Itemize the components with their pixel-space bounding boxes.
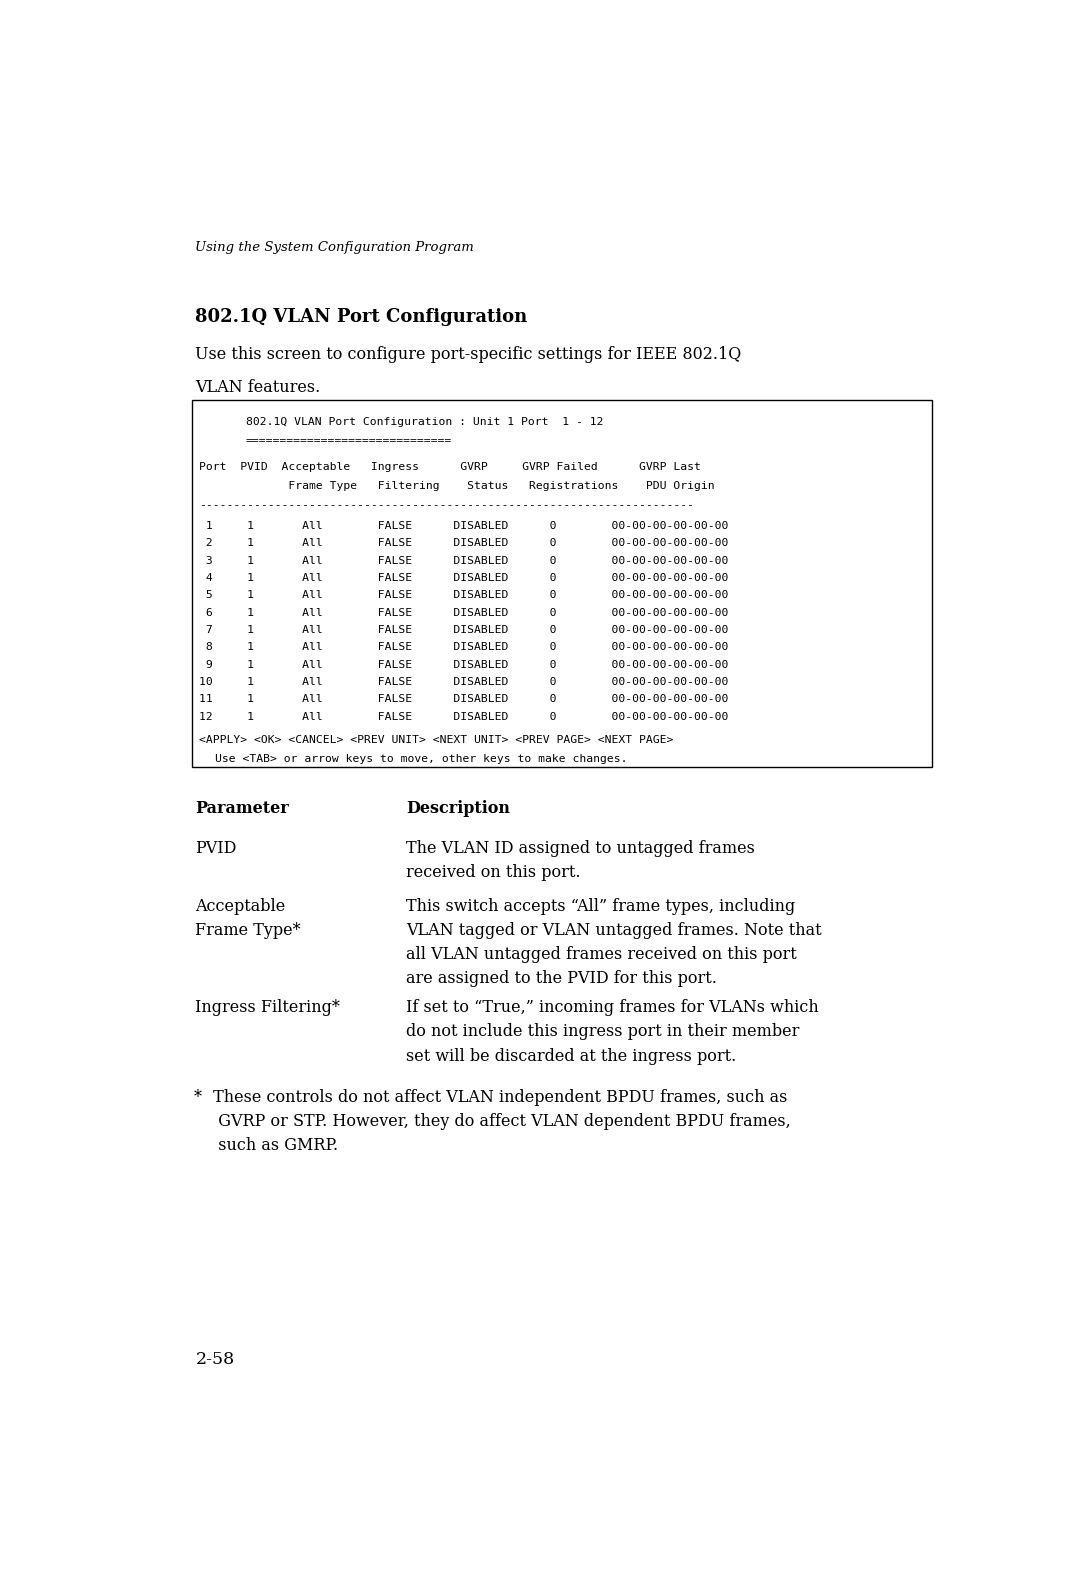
Text: 9     1       All        FALSE      DISABLED      0        00-00-00-00-00-00: 9 1 All FALSE DISABLED 0 00-00-00-00-00-…: [200, 659, 729, 670]
Text: 802.1Q VLAN Port Configuration : Unit 1 Port  1 - 12: 802.1Q VLAN Port Configuration : Unit 1 …: [246, 418, 604, 427]
Text: 1     1       All        FALSE      DISABLED      0        00-00-00-00-00-00: 1 1 All FALSE DISABLED 0 00-00-00-00-00-…: [200, 521, 729, 531]
Text: 6     1       All        FALSE      DISABLED      0        00-00-00-00-00-00: 6 1 All FALSE DISABLED 0 00-00-00-00-00-…: [200, 608, 729, 617]
Text: 5     1       All        FALSE      DISABLED      0        00-00-00-00-00-00: 5 1 All FALSE DISABLED 0 00-00-00-00-00-…: [200, 590, 729, 600]
Text: 2-58: 2-58: [195, 1352, 234, 1367]
Text: Frame Type   Filtering    Status   Registrations    PDU Origin: Frame Type Filtering Status Registration…: [200, 482, 715, 491]
Text: Description: Description: [406, 799, 510, 816]
Text: 802.1Q VLAN Port Configuration: 802.1Q VLAN Port Configuration: [195, 308, 528, 325]
FancyBboxPatch shape: [191, 400, 932, 768]
Text: Parameter: Parameter: [195, 799, 289, 816]
Text: 8     1       All        FALSE      DISABLED      0        00-00-00-00-00-00: 8 1 All FALSE DISABLED 0 00-00-00-00-00-…: [200, 642, 729, 653]
Text: 11     1       All        FALSE      DISABLED      0        00-00-00-00-00-00: 11 1 All FALSE DISABLED 0 00-00-00-00-00…: [200, 694, 729, 705]
Text: Using the System Configuration Program: Using the System Configuration Program: [195, 240, 474, 254]
Text: This switch accepts “All” frame types, including
VLAN tagged or VLAN untagged fr: This switch accepts “All” frame types, i…: [406, 898, 822, 988]
Text: Use <TAB> or arrow keys to move, other keys to make changes.: Use <TAB> or arrow keys to move, other k…: [215, 754, 627, 763]
Text: VLAN features.: VLAN features.: [195, 378, 321, 396]
Text: The VLAN ID assigned to untagged frames
received on this port.: The VLAN ID assigned to untagged frames …: [406, 840, 755, 881]
Text: <APPLY> <OK> <CANCEL> <PREV UNIT> <NEXT UNIT> <PREV PAGE> <NEXT PAGE>: <APPLY> <OK> <CANCEL> <PREV UNIT> <NEXT …: [200, 735, 674, 744]
Text: These controls do not affect VLAN independent BPDU frames, such as
  GVRP or STP: These controls do not affect VLAN indepe…: [207, 1088, 791, 1154]
Text: Acceptable
Frame Type*: Acceptable Frame Type*: [195, 898, 301, 939]
Text: *: *: [194, 1088, 202, 1105]
Text: 12     1       All        FALSE      DISABLED      0        00-00-00-00-00-00: 12 1 All FALSE DISABLED 0 00-00-00-00-00…: [200, 711, 729, 722]
Text: ------------------------------------------------------------------------: ----------------------------------------…: [200, 501, 694, 510]
Text: If set to “True,” incoming frames for VLANs which
do not include this ingress po: If set to “True,” incoming frames for VL…: [406, 999, 819, 1064]
Text: ==============================: ==============================: [246, 436, 453, 446]
Text: 10     1       All        FALSE      DISABLED      0        00-00-00-00-00-00: 10 1 All FALSE DISABLED 0 00-00-00-00-00…: [200, 677, 729, 688]
Text: Port  PVID  Acceptable   Ingress      GVRP     GVRP Failed      GVRP Last: Port PVID Acceptable Ingress GVRP GVRP F…: [200, 463, 701, 473]
Text: Ingress Filtering*: Ingress Filtering*: [195, 999, 340, 1016]
Text: 4     1       All        FALSE      DISABLED      0        00-00-00-00-00-00: 4 1 All FALSE DISABLED 0 00-00-00-00-00-…: [200, 573, 729, 582]
Text: 3     1       All        FALSE      DISABLED      0        00-00-00-00-00-00: 3 1 All FALSE DISABLED 0 00-00-00-00-00-…: [200, 556, 729, 565]
Text: Use this screen to configure port-specific settings for IEEE 802.1Q: Use this screen to configure port-specif…: [195, 347, 742, 363]
Text: PVID: PVID: [195, 840, 237, 857]
Text: 7     1       All        FALSE      DISABLED      0        00-00-00-00-00-00: 7 1 All FALSE DISABLED 0 00-00-00-00-00-…: [200, 625, 729, 634]
Text: 2     1       All        FALSE      DISABLED      0        00-00-00-00-00-00: 2 1 All FALSE DISABLED 0 00-00-00-00-00-…: [200, 539, 729, 548]
